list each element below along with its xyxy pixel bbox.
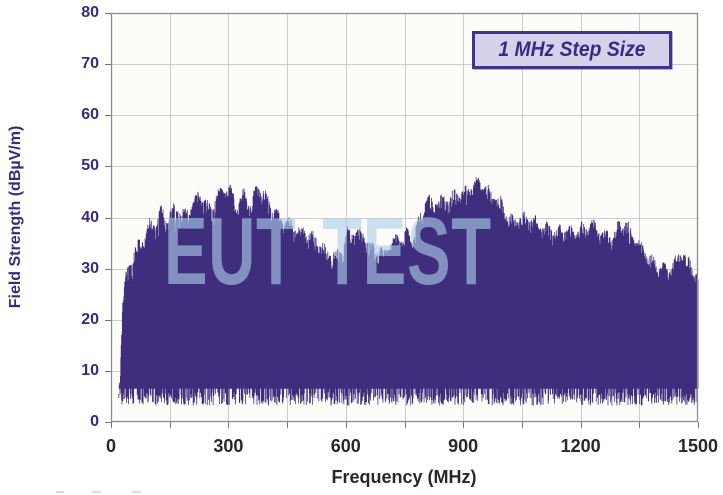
x-tick-label: 1500 [677,436,719,456]
x-tick-label: 600 [330,436,361,456]
edge-artifact-dash [56,491,64,493]
x-tick-label: 300 [213,436,244,456]
y-tick-label: 40 [81,208,99,226]
y-tick-label: 70 [81,55,99,73]
y-tick-label: 30 [81,259,99,277]
x-tick-label: 1200 [560,436,601,456]
x-tick-label: 0 [105,436,117,456]
step-size-legend-label: 1 MHz Step Size [498,38,646,61]
x-tick-label: 900 [448,436,479,456]
edge-artifact-dash [132,491,141,493]
y-tick-label: 80 [81,4,99,21]
y-axis-title: Field Strength (dBµV/m) [7,125,24,309]
y-tick-label: 0 [90,413,99,430]
edge-artifact-dash [92,491,101,493]
y-tick-label: 50 [81,157,99,175]
y-tick-label: 10 [81,361,99,379]
y-tick-label: 20 [81,310,99,328]
x-axis-title: Frequency (MHz) [331,467,477,487]
step-size-legend: 1 MHz Step Size [472,31,672,69]
y-tick-label: 60 [81,106,99,124]
